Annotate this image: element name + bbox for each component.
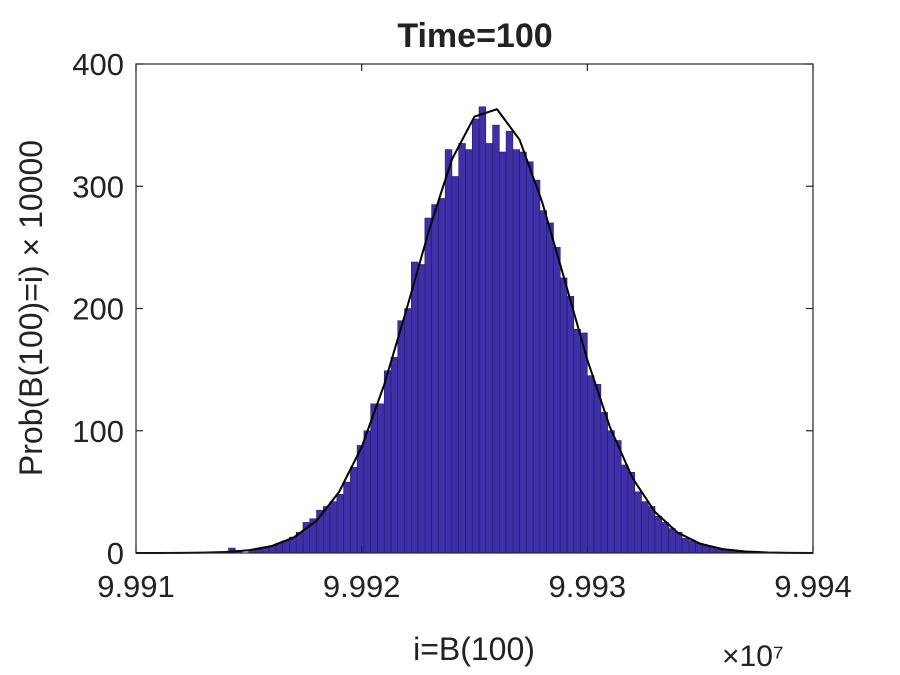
histogram-bar bbox=[492, 124, 500, 554]
histogram-bar bbox=[451, 176, 460, 554]
histogram-bar bbox=[661, 522, 669, 554]
histogram-bar bbox=[363, 430, 371, 554]
histogram-bar bbox=[417, 264, 426, 554]
histogram-bar bbox=[505, 130, 514, 554]
histogram-bar bbox=[702, 545, 710, 554]
histogram-bar bbox=[620, 464, 629, 554]
histogram-bar bbox=[519, 151, 527, 554]
histogram-bar bbox=[350, 467, 358, 554]
x-tick-label: 9.993 bbox=[549, 569, 627, 604]
histogram-bar bbox=[546, 222, 554, 554]
histogram-bar bbox=[641, 501, 649, 554]
y-axis-label: Prob(B(100)=i) × 10000 bbox=[13, 140, 49, 476]
histogram-bar bbox=[478, 106, 487, 554]
histogram-bar bbox=[458, 143, 466, 554]
histogram-bar bbox=[512, 149, 520, 554]
histogram-bar bbox=[282, 540, 290, 554]
y-tick-label: 200 bbox=[72, 292, 124, 327]
x-axis-label: i=B(100) bbox=[413, 631, 535, 667]
histogram-bar bbox=[566, 295, 575, 554]
histogram-bar bbox=[404, 308, 412, 554]
histogram-bar bbox=[654, 516, 663, 554]
histogram-bar bbox=[607, 430, 615, 554]
histogram-bar bbox=[370, 403, 378, 554]
histogram-bar bbox=[438, 198, 446, 554]
histogram-bar bbox=[634, 491, 642, 554]
histogram-bar bbox=[614, 440, 622, 554]
histogram-bar bbox=[431, 204, 439, 554]
histogram-bar bbox=[424, 217, 432, 554]
histogram-bar bbox=[526, 161, 534, 554]
y-tick-label: 400 bbox=[72, 47, 124, 82]
y-tick-label: 300 bbox=[72, 169, 124, 204]
histogram-bar bbox=[411, 261, 419, 554]
histogram-bar bbox=[559, 277, 568, 554]
y-tick-label: 100 bbox=[72, 414, 124, 449]
x-multiplier: ×10⁷ bbox=[722, 640, 784, 673]
histogram-bar bbox=[627, 472, 636, 554]
histogram-bar bbox=[587, 375, 595, 554]
histogram-bar bbox=[485, 143, 493, 554]
histogram-bar bbox=[343, 481, 351, 554]
histogram-bar bbox=[647, 506, 656, 554]
histogram-bar bbox=[356, 445, 365, 554]
histogram-bar bbox=[553, 247, 561, 554]
y-tick-label: 0 bbox=[107, 536, 124, 571]
fit-curve bbox=[135, 108, 814, 554]
histogram-bar bbox=[329, 501, 338, 554]
histogram-bar bbox=[532, 179, 541, 554]
histogram-bar bbox=[336, 494, 344, 554]
histogram-bar bbox=[580, 332, 588, 554]
x-tick-label: 9.992 bbox=[323, 569, 401, 604]
histogram-bar bbox=[688, 540, 696, 554]
histogram-bar bbox=[471, 118, 480, 554]
x-tick-label: 9.991 bbox=[97, 569, 175, 604]
histogram-bar bbox=[377, 403, 385, 554]
histogram-bar bbox=[390, 357, 399, 554]
histogram-bar bbox=[465, 149, 473, 554]
histogram-bar bbox=[593, 383, 602, 554]
x-tick-label: 9.994 bbox=[774, 569, 852, 604]
histogram-bar bbox=[323, 506, 331, 554]
histogram-bar bbox=[383, 370, 392, 554]
histogram-bar bbox=[397, 320, 405, 554]
histogram-bar bbox=[600, 412, 608, 554]
histogram-bar bbox=[444, 149, 453, 554]
histogram-bar bbox=[573, 328, 581, 554]
histogram-bar bbox=[539, 210, 548, 554]
histogram-bar bbox=[499, 151, 507, 554]
histogram-bar bbox=[681, 538, 690, 554]
chart-title: Time=100 bbox=[397, 17, 552, 55]
histogram-bar bbox=[668, 528, 676, 554]
